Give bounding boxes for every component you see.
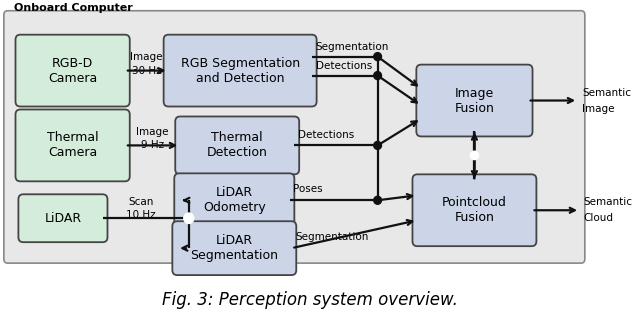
- FancyBboxPatch shape: [4, 11, 585, 263]
- Text: Thermal
Camera: Thermal Camera: [47, 131, 99, 159]
- Text: Image: Image: [582, 104, 614, 113]
- Circle shape: [470, 151, 478, 159]
- Text: Image
Fusion: Image Fusion: [454, 87, 494, 114]
- FancyBboxPatch shape: [412, 174, 536, 246]
- Text: Semantic: Semantic: [584, 197, 633, 207]
- FancyBboxPatch shape: [15, 110, 130, 181]
- FancyBboxPatch shape: [15, 35, 130, 106]
- FancyBboxPatch shape: [175, 117, 299, 174]
- Text: Poses: Poses: [293, 184, 323, 194]
- Text: Image: Image: [131, 52, 163, 62]
- Text: LiDAR
Segmentation: LiDAR Segmentation: [190, 234, 278, 262]
- Circle shape: [184, 213, 194, 223]
- Text: Detections: Detections: [316, 61, 372, 70]
- Text: Cloud: Cloud: [584, 213, 614, 223]
- Text: Semantic: Semantic: [582, 88, 631, 98]
- Text: Segmentation: Segmentation: [316, 42, 389, 52]
- FancyBboxPatch shape: [164, 35, 317, 106]
- Text: 10 Hz: 10 Hz: [126, 210, 156, 220]
- FancyBboxPatch shape: [174, 173, 294, 227]
- Circle shape: [374, 53, 381, 61]
- Text: 30 Hz: 30 Hz: [132, 66, 161, 76]
- Circle shape: [374, 142, 381, 149]
- Text: Pointcloud
Fusion: Pointcloud Fusion: [442, 196, 507, 224]
- Text: Onboard Computer: Onboard Computer: [13, 3, 132, 13]
- Text: LiDAR
Odometry: LiDAR Odometry: [203, 186, 266, 214]
- Text: Detections: Detections: [298, 131, 355, 140]
- Text: Image: Image: [136, 127, 169, 137]
- Text: RGB Segmentation
and Detection: RGB Segmentation and Detection: [180, 57, 300, 85]
- Text: LiDAR: LiDAR: [44, 212, 81, 225]
- Text: Segmentation: Segmentation: [295, 232, 369, 242]
- Text: RGB-D
Camera: RGB-D Camera: [48, 57, 97, 85]
- FancyBboxPatch shape: [417, 64, 532, 137]
- Circle shape: [374, 196, 381, 204]
- FancyBboxPatch shape: [19, 194, 108, 242]
- Text: Scan: Scan: [128, 197, 154, 207]
- Circle shape: [374, 72, 381, 80]
- Text: Thermal
Detection: Thermal Detection: [207, 131, 268, 159]
- Text: 9 Hz: 9 Hz: [141, 140, 164, 150]
- FancyBboxPatch shape: [172, 221, 296, 275]
- Text: Fig. 3: Perception system overview.: Fig. 3: Perception system overview.: [162, 291, 458, 309]
